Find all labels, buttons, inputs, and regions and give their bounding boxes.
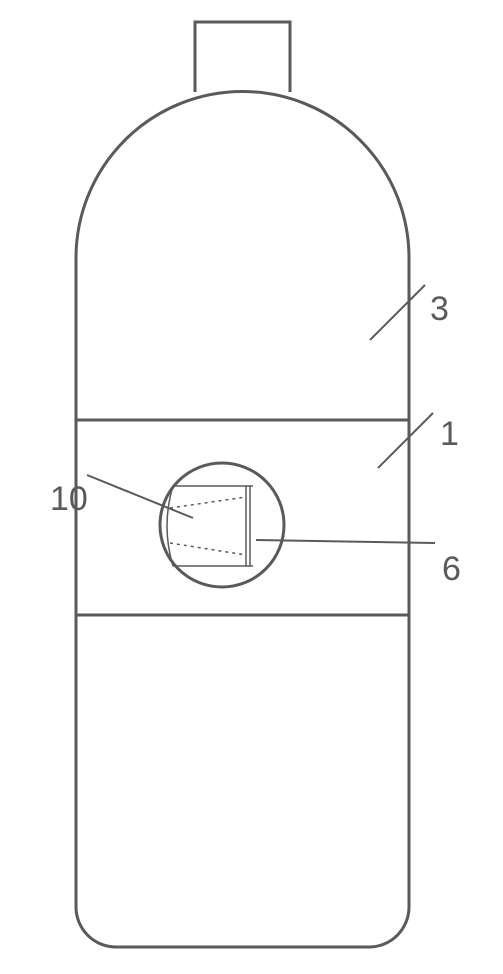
label-10: 10 [50, 480, 88, 519]
label-3: 3 [430, 290, 449, 329]
label-6: 6 [442, 550, 461, 589]
label-1: 1 [440, 415, 459, 454]
